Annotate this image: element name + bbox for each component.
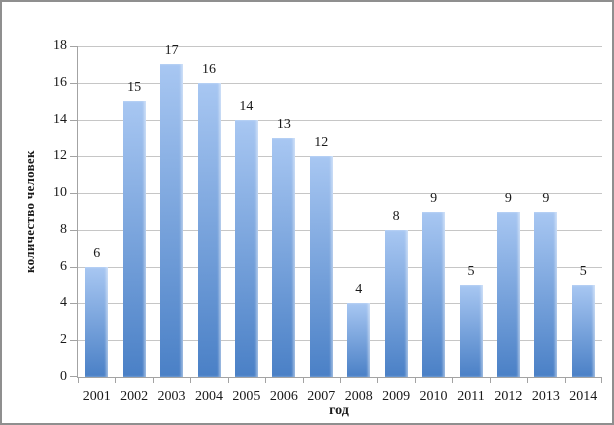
x-tick-label: 2007 <box>307 389 336 404</box>
x-axis-tick <box>227 378 229 383</box>
bar-value-label: 5 <box>579 264 587 280</box>
gridline <box>78 340 602 342</box>
bar <box>496 211 520 377</box>
bar <box>459 285 483 377</box>
y-axis-tick <box>70 156 78 158</box>
bar-value-label: 9 <box>504 190 512 206</box>
bar-value-label: 6 <box>93 245 101 261</box>
bar <box>384 229 408 377</box>
bar-value-label: 14 <box>239 98 254 114</box>
gridline <box>78 229 602 231</box>
x-axis-tick <box>340 378 341 383</box>
gridline <box>78 193 602 195</box>
x-tick-label: 2014 <box>569 389 598 404</box>
x-axis-tick <box>265 378 267 383</box>
bar <box>197 82 221 377</box>
x-axis-tick <box>452 378 454 383</box>
y-tick-label: 16 <box>53 74 67 90</box>
bar-value-label: 4 <box>355 282 363 298</box>
x-axis-tick <box>115 378 117 383</box>
bar-value-label: 17 <box>164 43 179 59</box>
bar <box>160 64 184 377</box>
x-tick-label: 2003 <box>157 389 186 404</box>
gridline <box>78 303 602 305</box>
bar-value-label: 15 <box>127 80 142 96</box>
x-tick-label: 2008 <box>344 389 373 404</box>
y-axis-tick <box>70 119 78 121</box>
x-axis-tick <box>190 378 192 383</box>
y-axis-tick <box>70 46 78 47</box>
x-tick-label: 2012 <box>494 389 523 404</box>
y-tick-label: 18 <box>53 38 67 53</box>
y-axis-title: количество человек <box>22 150 37 273</box>
y-tick-label: 6 <box>60 258 67 274</box>
x-tick-label: 2006 <box>269 389 298 404</box>
gridline <box>78 82 602 84</box>
x-axis-tick <box>489 378 491 383</box>
x-axis-title: год <box>329 403 349 418</box>
y-axis-tick <box>70 376 78 377</box>
y-tick-label: 14 <box>53 111 67 127</box>
x-tick-label: 2001 <box>82 389 111 404</box>
bar <box>122 101 146 377</box>
x-tick-label: 2005 <box>232 389 261 404</box>
x-tick-label: 2004 <box>194 389 223 404</box>
y-tick-label: 2 <box>60 332 67 348</box>
x-tick-label: 2013 <box>531 389 560 404</box>
y-tick-label: 0 <box>60 369 67 384</box>
bar <box>272 137 296 377</box>
bar <box>422 211 446 377</box>
x-tick-label: 2009 <box>382 389 411 404</box>
x-axis-tick <box>78 378 79 383</box>
gridline <box>78 46 602 47</box>
x-axis-tick <box>377 378 379 383</box>
bar-value-label: 13 <box>276 116 291 132</box>
bar <box>347 303 371 377</box>
y-axis-tick <box>70 229 78 231</box>
y-axis-tick <box>70 193 78 195</box>
bar <box>234 119 258 377</box>
bar <box>571 285 595 377</box>
plot-area: 0 2 4 6 8 10 12 14 16 18 6 2001 15 2002 17 2003 16 2004 14… <box>53 38 602 404</box>
bar <box>534 211 558 377</box>
y-tick-label: 12 <box>53 148 67 164</box>
x-axis-tick <box>302 378 304 383</box>
x-tick-label: 2002 <box>120 389 149 404</box>
y-tick-label: 10 <box>53 185 67 201</box>
bar-value-label: 5 <box>467 264 475 280</box>
gridline <box>78 156 602 158</box>
y-axis-tick <box>70 340 78 342</box>
bar-value-label: 8 <box>392 208 400 224</box>
x-axis-tick <box>564 378 566 383</box>
x-tick-label: 2010 <box>419 389 448 404</box>
gridline <box>78 119 602 121</box>
y-axis-tick <box>70 303 78 305</box>
bar <box>309 156 333 377</box>
x-axis-tick <box>527 378 529 383</box>
y-axis-tick <box>70 82 78 84</box>
y-axis-tick <box>70 266 78 268</box>
y-tick-label: 8 <box>60 221 67 237</box>
x-axis-tick <box>152 378 154 383</box>
x-axis-tick <box>414 378 416 383</box>
gridline <box>78 266 602 268</box>
bar <box>85 266 109 377</box>
bar-value-label: 12 <box>314 135 329 151</box>
x-tick-label: 2011 <box>457 389 485 404</box>
x-axis-tick <box>601 378 602 383</box>
bar-value-label: 9 <box>542 190 550 206</box>
bar-value-label: 16 <box>202 61 216 77</box>
y-tick-label: 4 <box>60 295 67 311</box>
bar-value-label: 9 <box>430 190 438 206</box>
